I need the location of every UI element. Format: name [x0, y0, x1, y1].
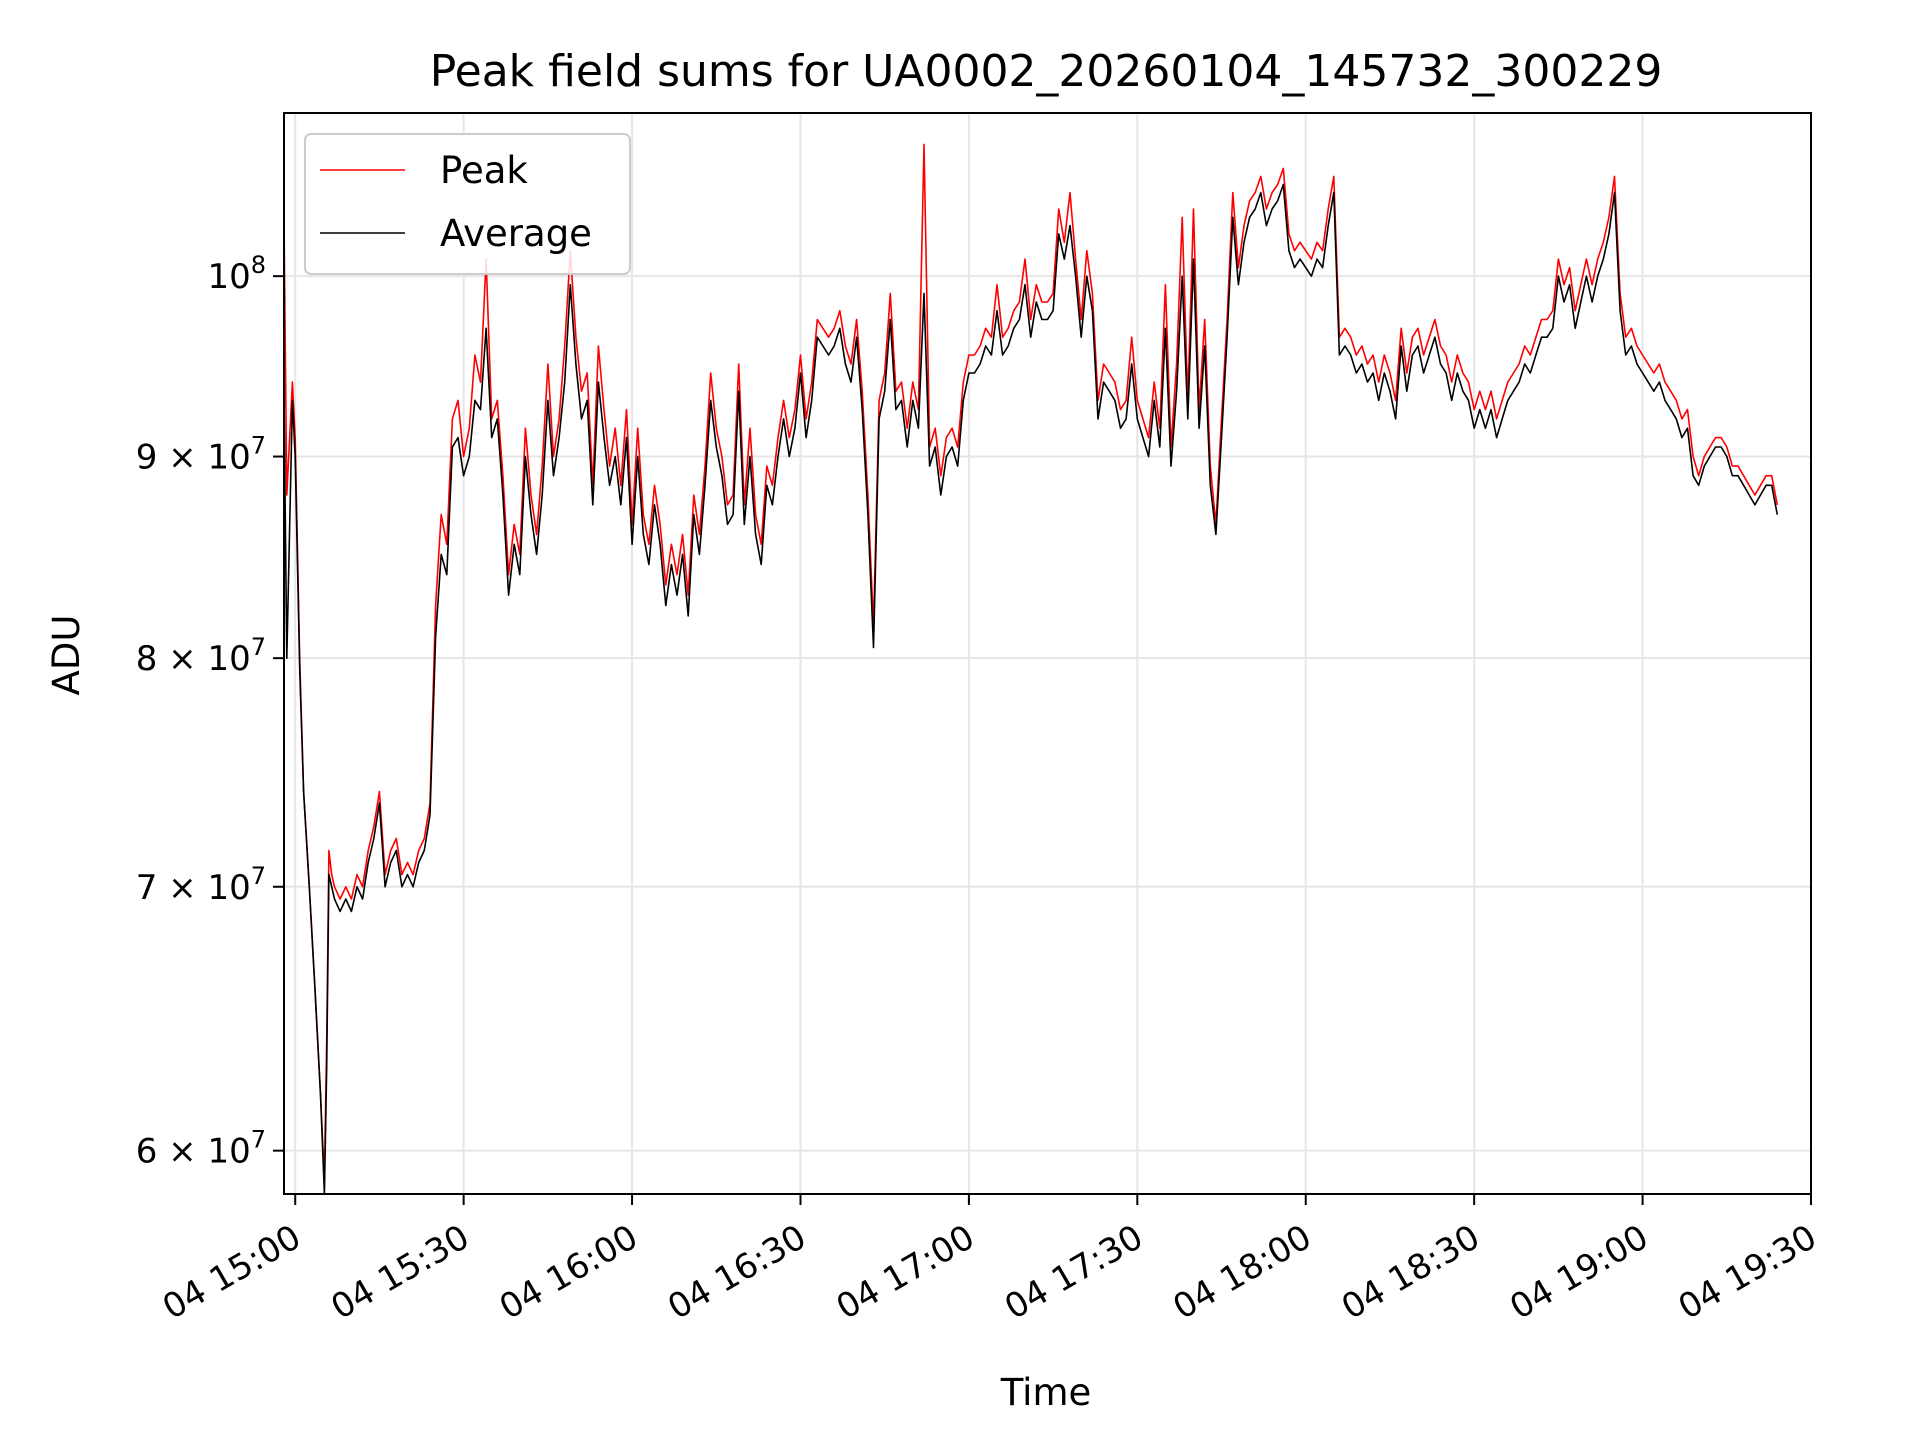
chart-title: Peak field sums for UA0002_20260104_1457… [430, 46, 1663, 97]
y-tick-label: 108 [207, 251, 266, 297]
legend: Peak Average [304, 133, 631, 275]
x-tick-label: 04 18:30 [1335, 1217, 1487, 1328]
x-axis-label: Time [1000, 1371, 1092, 1414]
legend-label-average: Average [440, 212, 592, 255]
y-tick-label: 8 × 107 [136, 633, 266, 679]
legend-label-peak: Peak [440, 149, 528, 192]
x-tick-label: 04 19:00 [1503, 1217, 1655, 1328]
legend-box [304, 133, 631, 275]
series-line-peak [284, 142, 1779, 1181]
x-tick-label: 04 16:00 [493, 1217, 645, 1328]
series-line-average [284, 183, 1779, 1194]
grid [284, 113, 1812, 1194]
x-tick-label: 04 18:00 [1167, 1217, 1319, 1328]
x-tick-label: 04 15:30 [324, 1217, 476, 1328]
x-tick-label: 04 16:30 [661, 1217, 813, 1328]
y-tick-label: 7 × 107 [136, 862, 266, 908]
x-tick-label: 04 19:30 [1672, 1217, 1824, 1328]
y-axis: 6 × 107 7 × 107 8 × 107 9 × 107 108 [136, 251, 284, 1172]
y-axis-label: ADU [45, 615, 88, 696]
y-tick-label: 6 × 107 [136, 1126, 266, 1172]
x-tick-label: 04 17:00 [830, 1217, 982, 1328]
x-tick-label: 04 17:30 [998, 1217, 1150, 1328]
x-axis: 04 15:00 04 15:30 04 16:00 04 16:30 04 17:00… [156, 1194, 1824, 1328]
plot-lines [284, 142, 1779, 1194]
plot-frame [283, 112, 1812, 1195]
x-tick-label: 04 15:00 [156, 1217, 308, 1328]
y-tick-label: 9 × 107 [136, 432, 266, 478]
